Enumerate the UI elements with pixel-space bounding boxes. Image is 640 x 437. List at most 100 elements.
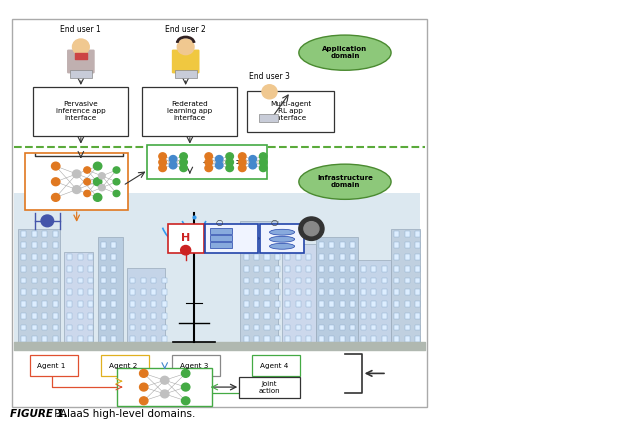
FancyBboxPatch shape <box>394 266 399 272</box>
FancyBboxPatch shape <box>405 277 410 284</box>
Circle shape <box>84 167 90 173</box>
Circle shape <box>304 222 319 236</box>
FancyBboxPatch shape <box>285 336 291 342</box>
FancyBboxPatch shape <box>172 355 220 376</box>
Text: End user 2: End user 2 <box>165 25 206 34</box>
FancyBboxPatch shape <box>239 377 300 398</box>
FancyBboxPatch shape <box>296 277 301 284</box>
FancyBboxPatch shape <box>382 266 387 272</box>
FancyBboxPatch shape <box>382 289 387 295</box>
FancyBboxPatch shape <box>254 254 259 260</box>
FancyBboxPatch shape <box>254 325 259 330</box>
FancyBboxPatch shape <box>67 325 72 330</box>
Circle shape <box>180 165 188 172</box>
FancyBboxPatch shape <box>52 289 58 295</box>
FancyBboxPatch shape <box>275 325 280 330</box>
FancyBboxPatch shape <box>42 254 47 260</box>
Circle shape <box>259 153 267 160</box>
Circle shape <box>113 167 120 173</box>
FancyBboxPatch shape <box>415 277 420 284</box>
FancyBboxPatch shape <box>296 289 301 295</box>
FancyBboxPatch shape <box>415 266 420 272</box>
FancyBboxPatch shape <box>340 266 345 272</box>
FancyBboxPatch shape <box>151 336 156 342</box>
FancyBboxPatch shape <box>307 336 312 342</box>
FancyBboxPatch shape <box>275 301 280 307</box>
Circle shape <box>170 162 177 169</box>
Text: Multi-agent
RL app
interface: Multi-agent RL app interface <box>270 101 311 121</box>
FancyBboxPatch shape <box>275 289 280 295</box>
FancyBboxPatch shape <box>32 301 37 307</box>
FancyBboxPatch shape <box>415 289 420 295</box>
FancyBboxPatch shape <box>394 243 399 248</box>
Circle shape <box>159 165 166 172</box>
FancyBboxPatch shape <box>111 254 116 260</box>
FancyBboxPatch shape <box>264 277 269 284</box>
FancyBboxPatch shape <box>254 301 259 307</box>
Circle shape <box>93 178 102 186</box>
Circle shape <box>205 159 212 166</box>
Circle shape <box>52 178 60 186</box>
FancyBboxPatch shape <box>141 325 146 330</box>
FancyBboxPatch shape <box>307 301 312 307</box>
FancyBboxPatch shape <box>162 336 167 342</box>
Text: FIGURE 1.: FIGURE 1. <box>10 409 67 419</box>
FancyBboxPatch shape <box>101 336 106 342</box>
FancyBboxPatch shape <box>394 325 399 330</box>
FancyBboxPatch shape <box>307 325 312 330</box>
FancyBboxPatch shape <box>78 325 83 330</box>
FancyBboxPatch shape <box>52 277 58 284</box>
FancyBboxPatch shape <box>42 266 47 272</box>
Circle shape <box>262 85 277 99</box>
FancyBboxPatch shape <box>296 336 301 342</box>
FancyBboxPatch shape <box>351 301 355 307</box>
Text: ○: ○ <box>270 218 277 227</box>
FancyBboxPatch shape <box>405 336 410 342</box>
FancyBboxPatch shape <box>296 254 301 260</box>
FancyBboxPatch shape <box>88 254 93 260</box>
Text: Agent 4: Agent 4 <box>259 363 288 368</box>
FancyBboxPatch shape <box>32 231 37 236</box>
FancyBboxPatch shape <box>162 325 167 330</box>
Circle shape <box>180 159 188 166</box>
FancyBboxPatch shape <box>351 277 355 284</box>
FancyBboxPatch shape <box>88 313 93 319</box>
FancyBboxPatch shape <box>101 355 148 376</box>
FancyBboxPatch shape <box>405 301 410 307</box>
FancyBboxPatch shape <box>243 231 248 236</box>
Circle shape <box>93 194 102 201</box>
FancyBboxPatch shape <box>405 266 410 272</box>
FancyBboxPatch shape <box>21 289 26 295</box>
FancyBboxPatch shape <box>394 289 399 295</box>
FancyBboxPatch shape <box>111 277 116 284</box>
FancyBboxPatch shape <box>340 277 345 284</box>
FancyBboxPatch shape <box>151 277 156 284</box>
FancyBboxPatch shape <box>67 277 72 284</box>
FancyBboxPatch shape <box>382 325 387 330</box>
FancyBboxPatch shape <box>382 301 387 307</box>
FancyBboxPatch shape <box>141 301 146 307</box>
FancyBboxPatch shape <box>67 289 72 295</box>
FancyBboxPatch shape <box>111 301 116 307</box>
FancyBboxPatch shape <box>243 266 248 272</box>
FancyBboxPatch shape <box>32 336 37 342</box>
FancyBboxPatch shape <box>52 301 58 307</box>
FancyBboxPatch shape <box>211 243 232 248</box>
FancyBboxPatch shape <box>101 243 106 248</box>
FancyBboxPatch shape <box>285 254 291 260</box>
FancyBboxPatch shape <box>361 277 366 284</box>
FancyBboxPatch shape <box>264 301 269 307</box>
FancyBboxPatch shape <box>275 277 280 284</box>
FancyBboxPatch shape <box>21 301 26 307</box>
FancyBboxPatch shape <box>42 231 47 236</box>
FancyBboxPatch shape <box>254 336 259 342</box>
FancyBboxPatch shape <box>111 325 116 330</box>
Ellipse shape <box>299 164 391 199</box>
FancyBboxPatch shape <box>371 313 376 319</box>
FancyBboxPatch shape <box>21 277 26 284</box>
FancyBboxPatch shape <box>275 254 280 260</box>
FancyBboxPatch shape <box>275 266 280 272</box>
Circle shape <box>216 162 223 169</box>
FancyBboxPatch shape <box>21 313 26 319</box>
FancyBboxPatch shape <box>391 229 420 346</box>
